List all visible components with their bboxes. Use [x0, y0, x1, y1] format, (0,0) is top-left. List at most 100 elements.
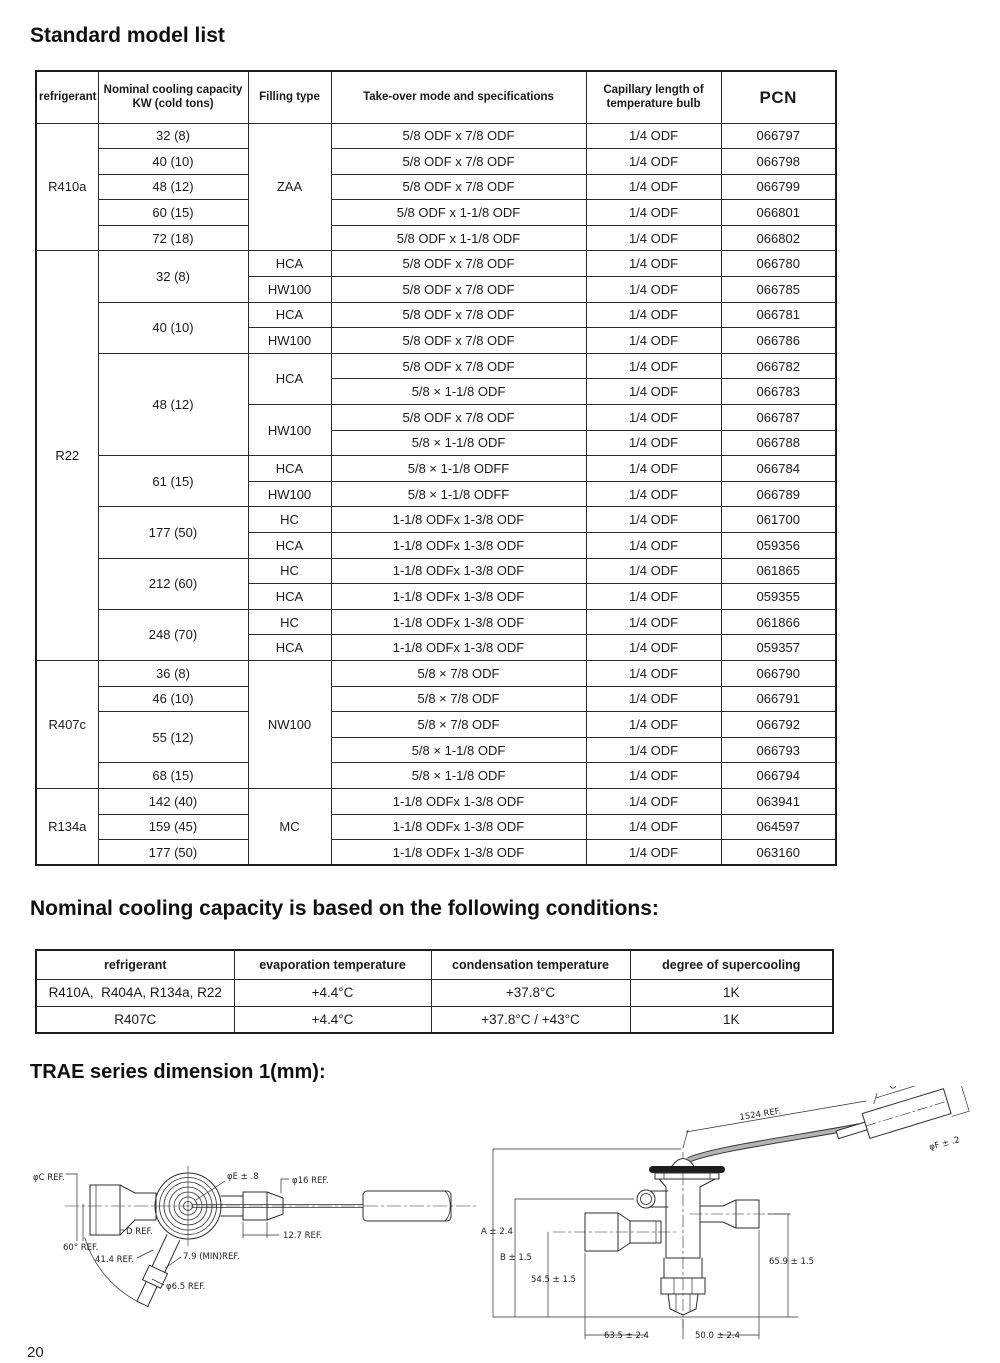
table-row: 72 (18) 5/8 ODF x 1-1/8 ODF 1/4 ODF 0668…: [36, 224, 837, 252]
dim-b-label: B ± 1.5: [500, 1253, 532, 1263]
takeover-cell: 5/8 ODF x 7/8 ODF: [330, 148, 587, 175]
table-row: HW100 5/8 ODF x 7/8 ODF 1/4 ODF 066787: [36, 404, 837, 457]
table-row: 48 (12) HCA 5/8 ODF x 7/8 ODF 1/4 ODF 06…: [36, 352, 837, 457]
table-row: R410a 32 (8) ZAA 5/8 ODF x 7/8 ODF 1/4 O…: [35, 122, 837, 252]
col-header-refrigerant: refrigerant: [35, 949, 235, 980]
pcn-cell: 066785: [720, 276, 837, 303]
capillary-cell: 1/4 ODF: [585, 352, 722, 380]
takeover-cell: 5/8 × 7/8 ODF: [330, 659, 587, 687]
pcn-cell: 063160: [720, 839, 837, 866]
dim-d-label: D REF.: [126, 1227, 153, 1237]
refrigerant-cell: R410a: [35, 122, 99, 252]
table-header-row: refrigerant evaporation temperature cond…: [35, 949, 834, 980]
capillary-cell: 1/4 ODF: [585, 634, 722, 661]
capillary-cell: 1/4 ODF: [585, 532, 722, 559]
capillary-cell: 1/4 ODF: [585, 557, 722, 585]
pcn-cell: 066781: [720, 301, 837, 329]
col-header-evaporation: evaporation temperature: [233, 949, 432, 980]
table-row: R22 32 (8) HCA 5/8 ODF x 7/8 ODF 1/4 ODF…: [35, 250, 837, 661]
pcn-cell: 066784: [720, 455, 837, 482]
pcn-cell: 066786: [720, 327, 837, 354]
filling-cell: HCA: [247, 352, 332, 406]
col-header-capacity: Nominal cooling capacity KW (cold tons): [97, 70, 249, 124]
col-header-takeover: Take-over mode and specifications: [330, 70, 587, 124]
filling-cell: HW100: [247, 480, 332, 508]
pcn-cell: 066801: [720, 199, 837, 226]
capillary-cell: 1/4 ODF: [585, 583, 722, 610]
takeover-cell: 1-1/8 ODFx 1-3/8 ODF: [330, 608, 587, 636]
capillary-cell: 1/4 ODF: [585, 429, 722, 457]
pcn-cell: 061700: [720, 506, 837, 533]
capacity-cell: 68 (15): [97, 762, 249, 789]
valve-top-view-drawing: φC REF. D REF. 60° REF. 41.4 REF. 7.9 (M…: [25, 1138, 485, 1355]
conditions-title: Nominal cooling capacity is based on the…: [30, 897, 659, 920]
takeover-cell: 5/8 ODF x 1-1/8 ODF: [330, 224, 587, 252]
capillary-cell: 1/4 ODF: [585, 148, 722, 175]
capillary-cell: 1/4 ODF: [585, 506, 722, 533]
takeover-cell: 5/8 ODF x 1-1/8 ODF: [330, 199, 587, 226]
capillary-cell: 1/4 ODF: [585, 378, 722, 406]
col-header-supercooling: degree of supercooling: [629, 949, 834, 980]
filling-cell: NW100: [247, 659, 332, 789]
pcn-cell: 061866: [720, 608, 837, 636]
takeover-cell: 5/8 ODF x 7/8 ODF: [330, 327, 587, 354]
page-number: 20: [27, 1344, 44, 1361]
capacity-cell: 46 (10): [97, 685, 249, 713]
takeover-cell: 5/8 × 1-1/8 ODF: [330, 762, 587, 789]
pcn-cell: 066797: [720, 122, 837, 150]
filling-cell: HC: [247, 506, 332, 533]
refrigerant-cell: R410A, R404A, R134a, R22: [35, 978, 235, 1007]
table-header-row: refrigerant Nominal cooling capacity KW …: [35, 70, 837, 124]
filling-cell: HW100: [247, 276, 332, 303]
dim-65-9-label: 65.9 ± 1.5: [769, 1257, 814, 1267]
takeover-cell: 1-1/8 ODFx 1-3/8 ODF: [330, 787, 587, 815]
page-title: Standard model list: [30, 24, 225, 47]
filling-cell: MC: [247, 787, 332, 866]
capillary-cell: 1/4 ODF: [585, 480, 722, 508]
takeover-cell: 5/8 ODF x 7/8 ODF: [330, 122, 587, 150]
refrigerant-cell: R22: [35, 250, 99, 661]
filling-cell: HCA: [247, 250, 332, 278]
capillary-cell: 1/4 ODF: [585, 608, 722, 636]
dim-60deg-label: 60° REF.: [63, 1243, 98, 1253]
capacity-cell: 32 (8): [97, 122, 249, 150]
col-header-condensation: condensation temperature: [430, 949, 631, 980]
capillary-cell: 1/4 ODF: [585, 122, 722, 150]
filling-cell: HC: [247, 608, 332, 636]
table-row: HCA 1-1/8 ODFx 1-3/8 ODF 1/4 ODF 059357: [36, 634, 837, 661]
filling-cell: HCA: [247, 455, 332, 482]
dim-1524-label: 1524 REF.: [739, 1107, 782, 1123]
table-row: 55 (12) 5/8 × 7/8 ODF 1/4 ODF 066792: [36, 711, 837, 764]
table-row: HW100 5/8 ODF x 7/8 ODF 1/4 ODF 066785: [36, 276, 837, 303]
table-row: 68 (15) 5/8 × 1-1/8 ODF 1/4 ODF 066794: [36, 762, 837, 789]
table-row: 159 (45) 1-1/8 ODFx 1-3/8 ODF 1/4 ODF 06…: [36, 813, 837, 841]
refrigerant-cell: R134a: [35, 787, 99, 866]
table-row: HCA 1-1/8 ODFx 1-3/8 ODF 1/4 ODF 059356: [36, 532, 837, 559]
table-row: 48 (12) 5/8 ODF x 7/8 ODF 1/4 ODF 066799: [36, 173, 837, 201]
takeover-cell: 5/8 ODF x 7/8 ODF: [330, 276, 587, 303]
evaporation-cell: +4.4°C: [233, 1005, 432, 1034]
pcn-cell: 059355: [720, 583, 837, 610]
col-header-filling-type: Filling type: [247, 70, 332, 124]
capacity-cell: 48 (12): [97, 173, 249, 201]
standard-model-table: refrigerant Nominal cooling capacity KW …: [35, 70, 837, 867]
supercooling-cell: 1K: [629, 978, 834, 1007]
takeover-cell: 1-1/8 ODFx 1-3/8 ODF: [330, 583, 587, 610]
pcn-cell: 066780: [720, 250, 837, 278]
takeover-cell: 5/8 × 1-1/8 ODF: [330, 736, 587, 764]
capillary-cell: 1/4 ODF: [585, 685, 722, 713]
dim-a-label: A ± 2.4: [481, 1227, 513, 1237]
col-header-refrigerant: refrigerant: [35, 70, 99, 124]
pcn-cell: 066787: [720, 404, 837, 431]
pcn-cell: 066782: [720, 352, 837, 380]
pcn-cell: 066798: [720, 148, 837, 175]
evaporation-cell: +4.4°C: [233, 978, 432, 1007]
capillary-cell: 1/4 ODF: [585, 224, 722, 252]
capillary-cell: 1/4 ODF: [585, 711, 722, 738]
table-row: 60 (15) 5/8 ODF x 1-1/8 ODF 1/4 ODF 0668…: [36, 199, 837, 226]
pcn-cell: 066791: [720, 685, 837, 713]
takeover-cell: 5/8 × 1-1/8 ODFF: [330, 455, 587, 482]
capillary-cell: 1/4 ODF: [585, 301, 722, 329]
capacity-cell: 248 (70): [97, 608, 249, 661]
capacity-cell: 36 (8): [97, 659, 249, 687]
